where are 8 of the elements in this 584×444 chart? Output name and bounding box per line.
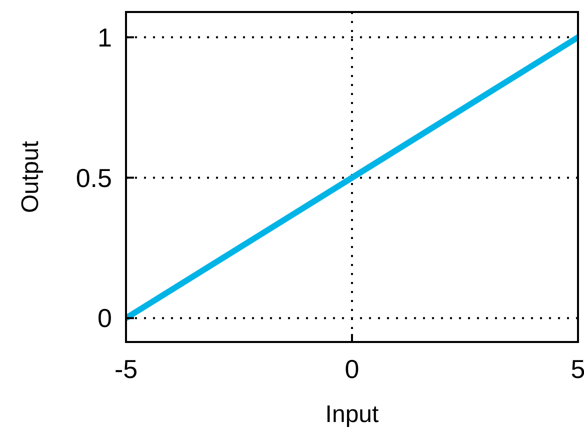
x-axis-title: Input [325, 401, 380, 428]
y-tick-label: 1 [98, 22, 112, 52]
x-tick-label: 0 [344, 354, 360, 384]
y-axis-title: Output [17, 140, 44, 214]
x-tick-label: -5 [114, 354, 138, 384]
y-tick-label: 0.5 [76, 162, 112, 193]
y-tick-label: 0 [98, 303, 112, 334]
x-tick-label: 5 [570, 354, 584, 384]
